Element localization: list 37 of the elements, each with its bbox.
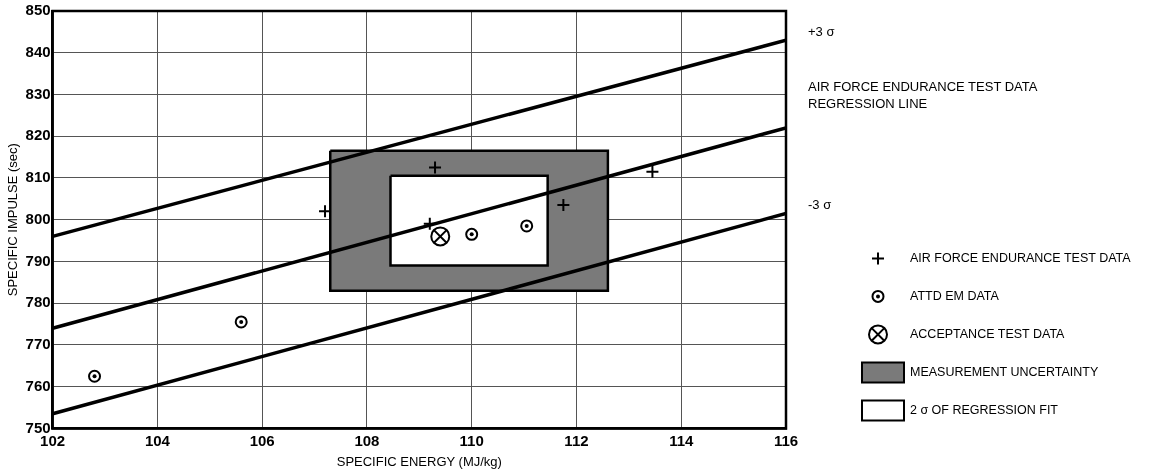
y-tick-label: 780 xyxy=(25,293,51,311)
point xyxy=(645,164,660,179)
y-tick-label: 750 xyxy=(25,418,51,436)
x-tick-label: 104 xyxy=(144,431,171,449)
point xyxy=(556,198,571,213)
y-tick-label: 790 xyxy=(25,251,51,269)
legend-label: MEASUREMENT UNCERTAINTY xyxy=(910,364,1099,379)
x-tick-label: 116 xyxy=(773,431,799,449)
point xyxy=(234,315,248,329)
point xyxy=(430,226,451,247)
point xyxy=(428,160,443,175)
legend-label: ATTD EM DATA xyxy=(910,288,1000,303)
x-axis-title: SPECIFIC ENERGY (MJ/kg) xyxy=(336,453,502,469)
point xyxy=(422,216,437,231)
y-tick-label: 820 xyxy=(25,126,51,144)
y-tick-label: 770 xyxy=(25,335,51,353)
point xyxy=(520,219,534,233)
y-tick-label: 800 xyxy=(25,209,51,227)
y-tick-label: 830 xyxy=(25,84,51,102)
x-tick-label: 114 xyxy=(669,431,694,449)
y-tick-label: 850 xyxy=(25,1,51,19)
y-tick-label: 810 xyxy=(25,168,51,186)
text: AIR FORCE ENDURANCE TEST DATA REGRESSION LINE xyxy=(808,79,1038,112)
y-tick-label: 760 xyxy=(25,376,51,394)
series-label: -3 σ xyxy=(808,197,832,213)
legend-label: 2 σ OF REGRESSION FIT xyxy=(910,402,1059,417)
x-tick-label: 108 xyxy=(354,431,380,449)
legend-label: AIR FORCE ENDURANCE TEST DATA xyxy=(910,250,1132,265)
point xyxy=(88,369,102,383)
legend-label: ACCEPTANCE TEST DATA xyxy=(910,326,1066,341)
y-tick-label: 840 xyxy=(25,42,51,60)
point xyxy=(465,227,479,241)
x-tick-label: 112 xyxy=(564,431,589,449)
x-tick-label: 106 xyxy=(249,431,275,449)
series-label: +3 σ xyxy=(808,23,835,39)
y-axis-title: SPECIFIC IMPULSE (sec) xyxy=(5,143,21,297)
x-tick-label: 110 xyxy=(459,431,484,449)
